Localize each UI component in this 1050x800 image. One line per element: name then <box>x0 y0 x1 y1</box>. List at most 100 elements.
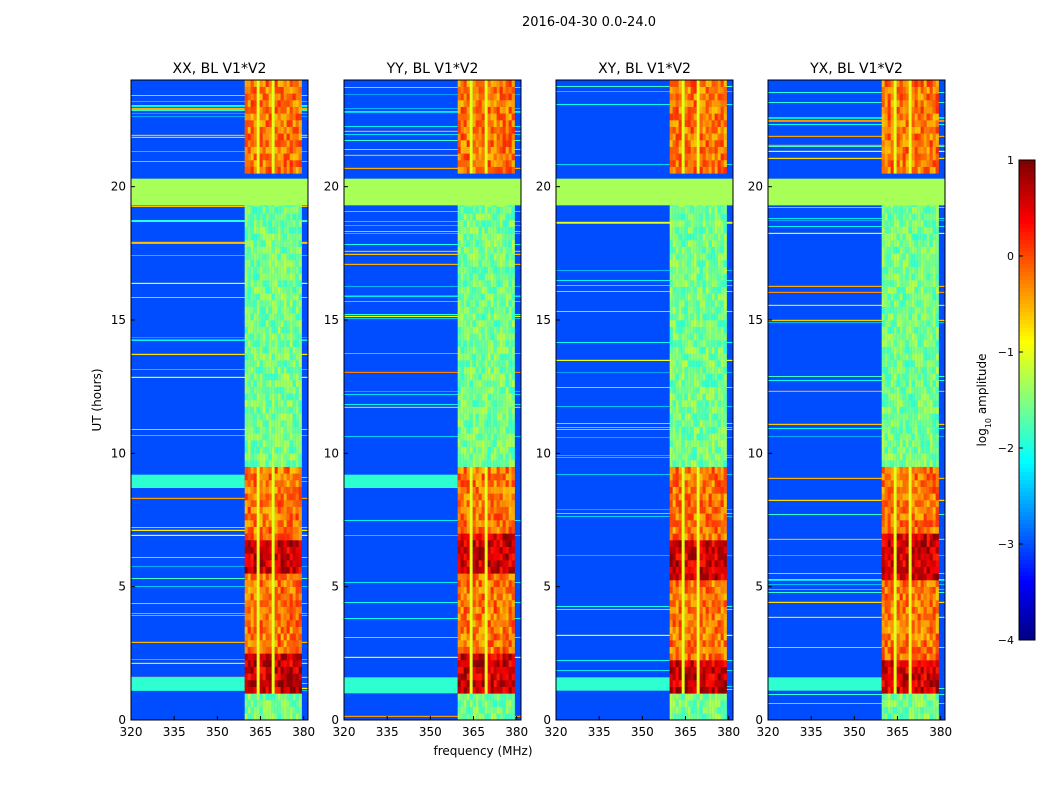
band-cell <box>472 106 476 114</box>
band-cell <box>508 393 512 401</box>
band-cell <box>271 493 275 501</box>
band-cell <box>274 566 278 574</box>
band-cell <box>693 220 697 227</box>
band-cell <box>693 320 697 327</box>
band-cell <box>681 666 685 674</box>
band-cell <box>678 480 682 487</box>
band-cell <box>508 253 512 261</box>
band-cell <box>490 246 494 254</box>
band-cell <box>457 100 461 107</box>
band-cell <box>690 406 694 414</box>
band-cell <box>277 666 281 674</box>
band-cell <box>690 86 694 94</box>
band-cell <box>466 100 470 107</box>
band-cell <box>699 580 703 587</box>
band-cell <box>268 266 272 274</box>
band-cell <box>265 206 269 214</box>
band-cell <box>678 613 682 621</box>
noise-row <box>131 110 308 111</box>
band-cell <box>265 426 269 434</box>
band-cell <box>475 153 479 161</box>
band-cell <box>277 426 281 434</box>
band-cell <box>250 286 254 294</box>
band-cell <box>687 213 691 221</box>
band-cell <box>702 620 706 627</box>
band-cell <box>472 260 476 267</box>
band-cell <box>672 420 676 427</box>
band-cell <box>280 146 284 154</box>
band-cell <box>669 373 673 381</box>
band-cell <box>247 593 251 601</box>
rfi-line <box>344 154 521 156</box>
band-cell <box>490 80 494 87</box>
band-cell <box>289 233 293 241</box>
band-cell <box>684 486 688 494</box>
band-cell <box>672 246 676 254</box>
band-cell <box>490 453 494 461</box>
band-cell <box>511 600 515 607</box>
band-cell <box>487 493 491 501</box>
band-cell <box>253 673 257 681</box>
band-cell <box>292 700 296 707</box>
band-cell <box>250 220 254 227</box>
band-cell <box>268 526 272 534</box>
band-cell <box>265 253 269 261</box>
band-cell <box>460 586 464 594</box>
band-cell <box>298 166 302 174</box>
band-cell <box>259 100 263 107</box>
band-cell <box>484 706 488 714</box>
band-cell <box>274 666 278 674</box>
band-cell <box>463 246 467 254</box>
band-cell <box>262 400 266 407</box>
band-cell <box>496 420 500 427</box>
band-cell <box>702 166 706 174</box>
band-cell <box>681 160 685 167</box>
band-cell <box>696 713 700 720</box>
band-cell <box>268 320 272 327</box>
band-cell <box>262 260 266 267</box>
band-cell <box>472 453 476 461</box>
band-cell <box>684 153 688 161</box>
band-cell <box>684 453 688 461</box>
band-cell <box>463 586 467 594</box>
band-cell <box>669 400 673 407</box>
band-cell <box>247 213 251 221</box>
band-cell <box>511 146 515 154</box>
band-cell <box>268 400 272 407</box>
band-cell <box>499 213 503 221</box>
band-cell <box>702 300 706 307</box>
band-cell <box>460 413 464 421</box>
band-cell <box>708 266 712 274</box>
band-cell <box>508 386 512 394</box>
flagged-interval <box>344 178 521 206</box>
band-cell <box>472 513 476 521</box>
band-cell <box>289 653 293 661</box>
band-cell <box>289 460 293 467</box>
band-cell <box>244 360 248 367</box>
band-cell <box>672 640 676 647</box>
band-cell <box>708 386 712 394</box>
band-cell <box>487 586 491 594</box>
band-cell <box>247 340 251 347</box>
band-cell <box>277 640 281 647</box>
band-cell <box>244 646 248 654</box>
band-cell <box>289 533 293 541</box>
band-cell <box>511 153 515 161</box>
band-cell <box>472 313 476 321</box>
band-cell <box>256 680 260 687</box>
band-cell <box>681 153 685 161</box>
band-cell <box>457 106 461 114</box>
band-cell <box>681 393 685 401</box>
band-cell <box>490 660 494 667</box>
band-cell <box>669 346 673 354</box>
band-cell <box>502 666 506 674</box>
band-cell <box>244 413 248 421</box>
band-cell <box>711 580 715 587</box>
band-cell <box>283 353 287 361</box>
band-cell <box>283 520 287 527</box>
band-cell <box>508 640 512 647</box>
band-cell <box>493 480 497 487</box>
band-cell <box>499 306 503 314</box>
band-cell <box>705 646 709 654</box>
